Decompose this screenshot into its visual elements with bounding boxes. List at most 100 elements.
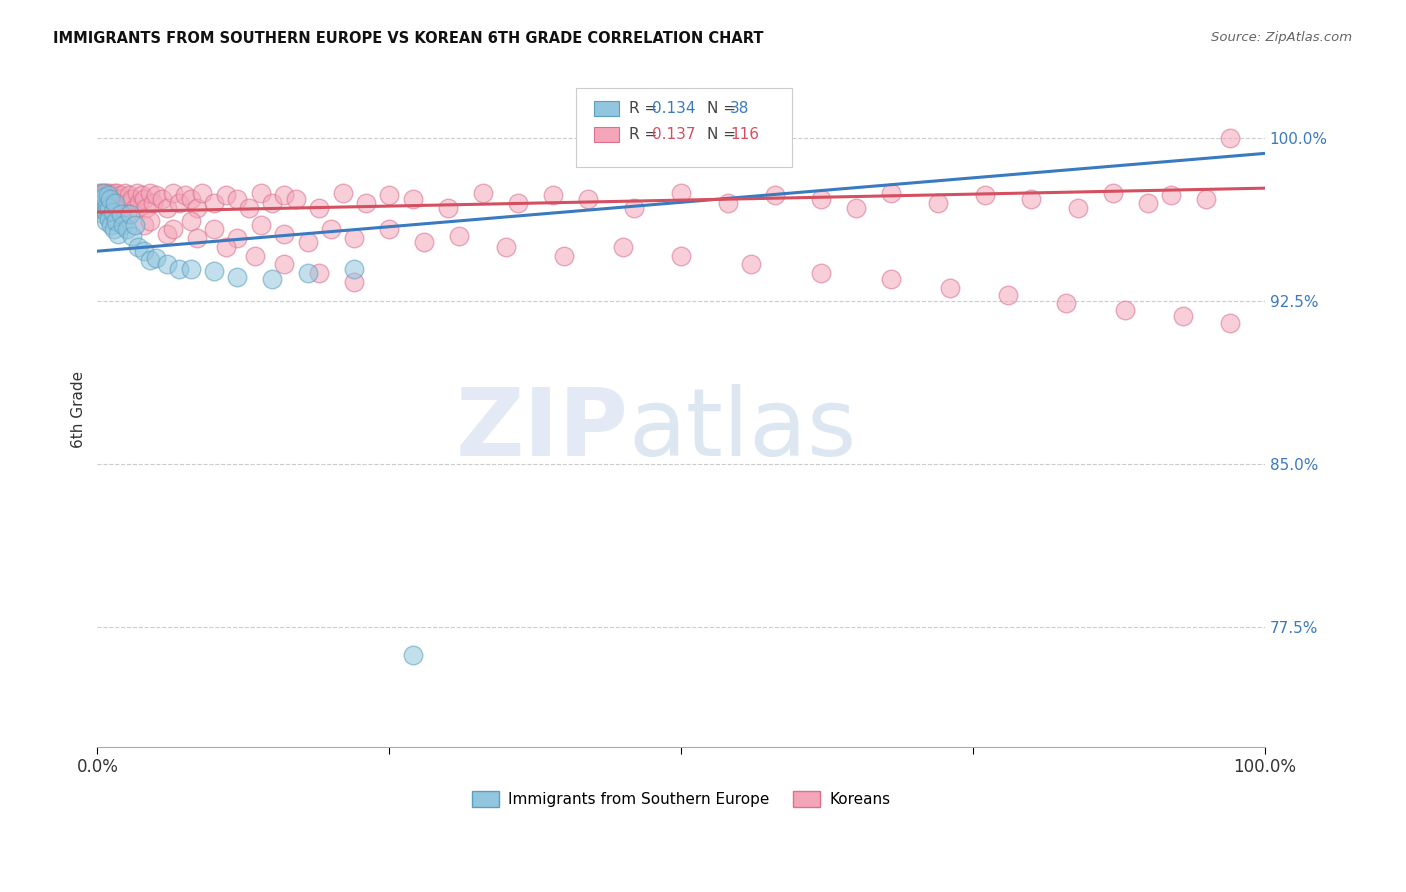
Point xyxy=(127,240,149,254)
Point xyxy=(156,201,179,215)
Point xyxy=(243,248,266,262)
Point xyxy=(142,196,165,211)
Point xyxy=(98,201,121,215)
Point xyxy=(506,196,529,211)
Point xyxy=(669,248,692,262)
Point xyxy=(93,196,115,211)
Point xyxy=(93,190,115,204)
Point xyxy=(139,213,162,227)
Text: atlas: atlas xyxy=(628,384,856,476)
Point xyxy=(1114,302,1136,317)
Point xyxy=(180,192,202,206)
Point xyxy=(128,196,150,211)
Point xyxy=(100,192,122,206)
Point xyxy=(87,186,110,200)
Point xyxy=(740,257,762,271)
Text: 38: 38 xyxy=(730,101,749,116)
Point xyxy=(576,192,599,206)
Point xyxy=(91,186,114,200)
Point xyxy=(107,196,129,211)
Point xyxy=(1067,201,1090,215)
Point xyxy=(118,187,141,202)
Point xyxy=(114,186,136,200)
Point xyxy=(110,207,132,221)
Point xyxy=(91,207,114,221)
Point xyxy=(121,229,143,244)
Point xyxy=(107,227,129,241)
Point xyxy=(273,257,295,271)
Point xyxy=(131,187,153,202)
Point xyxy=(162,186,184,200)
Point xyxy=(98,192,121,206)
Point xyxy=(810,266,832,280)
Point xyxy=(215,187,238,202)
Point xyxy=(1160,187,1182,202)
Point xyxy=(1137,196,1160,211)
Point xyxy=(174,187,197,202)
Point xyxy=(401,648,423,663)
Point xyxy=(118,207,141,221)
Point xyxy=(226,270,249,285)
Point xyxy=(226,231,249,245)
Point xyxy=(297,266,319,280)
Point xyxy=(97,187,120,202)
Point xyxy=(135,201,157,215)
Text: 0.137: 0.137 xyxy=(652,127,696,142)
Point xyxy=(202,222,225,236)
Point xyxy=(308,266,330,280)
Point xyxy=(167,196,190,211)
Point xyxy=(202,264,225,278)
Point xyxy=(105,213,128,227)
Point xyxy=(997,287,1019,301)
Point xyxy=(401,192,423,206)
Point xyxy=(98,187,121,202)
Point xyxy=(202,196,225,211)
Point xyxy=(90,186,112,200)
Point xyxy=(612,240,634,254)
Point xyxy=(378,187,401,202)
Point xyxy=(139,186,162,200)
Point xyxy=(495,240,517,254)
Point xyxy=(139,252,162,267)
Point xyxy=(436,201,458,215)
Y-axis label: 6th Grade: 6th Grade xyxy=(72,371,86,449)
Point xyxy=(669,186,692,200)
Point xyxy=(110,192,132,206)
Point xyxy=(343,275,366,289)
Point xyxy=(284,192,307,206)
Point xyxy=(100,218,122,232)
Point xyxy=(98,211,121,226)
Point xyxy=(238,201,260,215)
Point xyxy=(96,192,118,206)
Point xyxy=(343,231,366,245)
Point xyxy=(319,222,342,236)
Point xyxy=(938,281,960,295)
Point xyxy=(125,186,148,200)
Point xyxy=(186,201,208,215)
Point xyxy=(810,192,832,206)
Point xyxy=(112,218,135,232)
Point xyxy=(180,261,202,276)
Point xyxy=(1195,192,1218,206)
Text: R =: R = xyxy=(628,127,662,142)
Point xyxy=(93,186,115,200)
Point xyxy=(226,192,249,206)
Point xyxy=(180,213,202,227)
Point xyxy=(91,187,114,202)
Point xyxy=(91,201,114,215)
Point xyxy=(413,235,436,250)
Point xyxy=(150,192,173,206)
Point xyxy=(101,201,124,215)
Text: Source: ZipAtlas.com: Source: ZipAtlas.com xyxy=(1212,31,1353,45)
Text: ZIP: ZIP xyxy=(456,384,628,476)
Point xyxy=(156,257,179,271)
Point xyxy=(90,192,112,206)
Point xyxy=(94,213,117,227)
Point xyxy=(132,218,155,232)
Point xyxy=(108,187,131,202)
Point xyxy=(273,227,295,241)
Text: N =: N = xyxy=(707,101,741,116)
Point xyxy=(1021,192,1043,206)
Point xyxy=(1219,316,1241,330)
Point xyxy=(103,186,125,200)
